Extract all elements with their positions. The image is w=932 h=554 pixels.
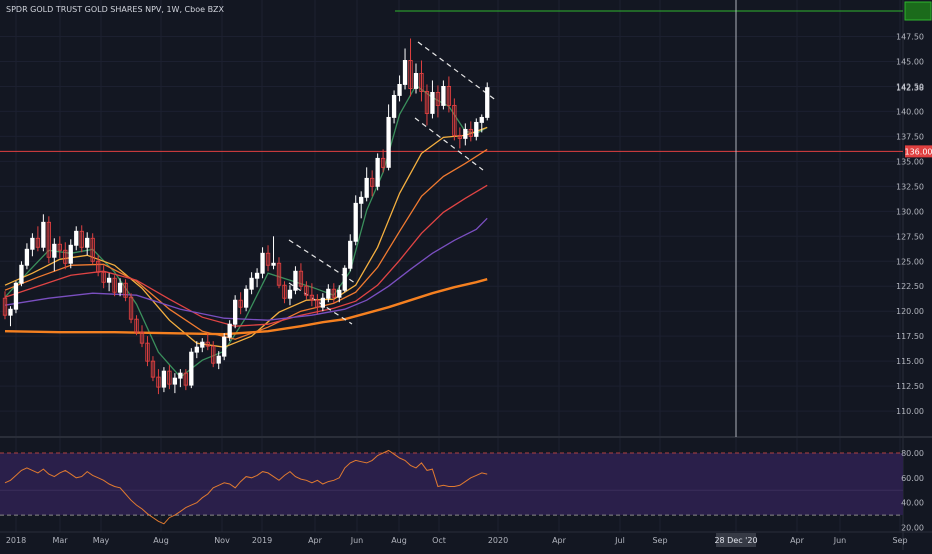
x-tick-label: May: [93, 536, 110, 545]
channel-line: [415, 118, 483, 170]
x-tick-label: Mar: [52, 536, 68, 545]
candle-body: [173, 378, 176, 384]
candle-body: [387, 117, 390, 167]
candle-body: [464, 129, 467, 138]
price-tick-label: 122.50: [896, 282, 924, 291]
candle-body: [327, 289, 330, 298]
candle-body: [107, 278, 110, 282]
chart-title: SPDR GOLD TRUST GOLD SHARES NPV, 1W, Cbo…: [6, 5, 224, 14]
candle-body: [349, 241, 352, 268]
x-tick-label: 2020: [488, 536, 508, 545]
candle-body: [360, 197, 363, 203]
x-tick-label: Jun: [833, 536, 847, 545]
rsi-tick-label: 60.00: [901, 474, 924, 483]
x-tick-label: Sep: [652, 536, 667, 545]
candle-body: [343, 268, 346, 290]
x-tick-label: Oct: [432, 536, 446, 545]
candle-body: [486, 88, 489, 118]
candle-body: [414, 73, 417, 88]
x-tick-label: Jun: [350, 536, 364, 545]
candle-body: [25, 249, 28, 265]
candle-body: [272, 263, 275, 265]
candle-body: [53, 244, 56, 257]
rsi-tick-label: 40.00: [901, 499, 924, 508]
candle-body: [250, 278, 253, 289]
rsi-tick-label: 80.00: [901, 449, 924, 458]
price-tick-label: 117.50: [896, 332, 924, 341]
candle-body: [392, 95, 395, 117]
price-tick-label: 140.00: [896, 107, 924, 116]
candle-body: [376, 158, 379, 186]
candle-body: [261, 253, 264, 273]
price-tick-label: 110.00: [896, 407, 924, 416]
candle-body: [403, 60, 406, 84]
x-tick-label: Apr: [308, 536, 323, 545]
x-tick-label: 2018: [6, 536, 26, 545]
rsi-tick-label: 20.00: [901, 524, 924, 533]
candle-body: [31, 238, 34, 249]
price-tick-label: 112.50: [896, 382, 924, 391]
candle-body: [228, 324, 231, 337]
candle-body: [69, 245, 72, 263]
x-tick-label: Apr: [790, 536, 805, 545]
x-tick-label: Jul: [614, 536, 625, 545]
price-tick-label: 125.00: [896, 257, 924, 266]
candle-body: [118, 283, 121, 292]
rsi-band: [0, 453, 903, 515]
candle-body: [442, 86, 445, 105]
price-tick-label: 127.50: [896, 232, 924, 241]
price-tick-label: 147.50: [896, 33, 924, 42]
candle-body: [14, 283, 17, 309]
last-price-label: 142.38: [896, 84, 924, 93]
price-tick-label: 135.00: [896, 157, 924, 166]
candle-body: [179, 373, 182, 378]
x-tick-label: Nov: [214, 536, 230, 545]
candle-body: [244, 289, 247, 307]
candle-body: [480, 117, 483, 122]
candle-body: [201, 342, 204, 347]
candle-body: [20, 265, 23, 283]
price-tick-label: 130.00: [896, 207, 924, 216]
price-tick-label: 145.00: [896, 57, 924, 66]
x-tick-label: Aug: [391, 536, 407, 545]
price-tick-label: 115.00: [896, 357, 924, 366]
candle-body: [217, 356, 220, 363]
candle-body: [321, 298, 324, 307]
candle-body: [255, 273, 258, 278]
x-tick-label: Apr: [552, 536, 567, 545]
candle-body: [86, 238, 89, 247]
price-tick-label: 137.50: [896, 132, 924, 141]
candle-body: [475, 122, 478, 136]
candle-body: [195, 347, 198, 352]
top-line-badge: [905, 2, 931, 20]
candle-body: [162, 371, 165, 387]
resistance-label: 136.00: [905, 147, 932, 156]
candle-body: [75, 231, 78, 245]
crosshair-date-label: 28 Dec '20: [714, 536, 757, 545]
candle-body: [288, 290, 291, 298]
x-tick-label: Sep: [892, 536, 907, 545]
candle-body: [294, 271, 297, 290]
x-tick-label: Aug: [153, 536, 169, 545]
candle-body: [354, 203, 357, 241]
candle-body: [431, 92, 434, 113]
candle-body: [338, 290, 341, 297]
candle-body: [365, 178, 368, 197]
price-tick-label: 120.00: [896, 307, 924, 316]
candle-body: [190, 352, 193, 385]
candle-body: [9, 309, 12, 315]
x-tick-label: 2019: [252, 536, 272, 545]
price-tick-label: 132.50: [896, 182, 924, 191]
candle-body: [398, 84, 401, 95]
candle-body: [223, 337, 226, 356]
candle-body: [42, 222, 45, 247]
candle-body: [233, 300, 236, 324]
